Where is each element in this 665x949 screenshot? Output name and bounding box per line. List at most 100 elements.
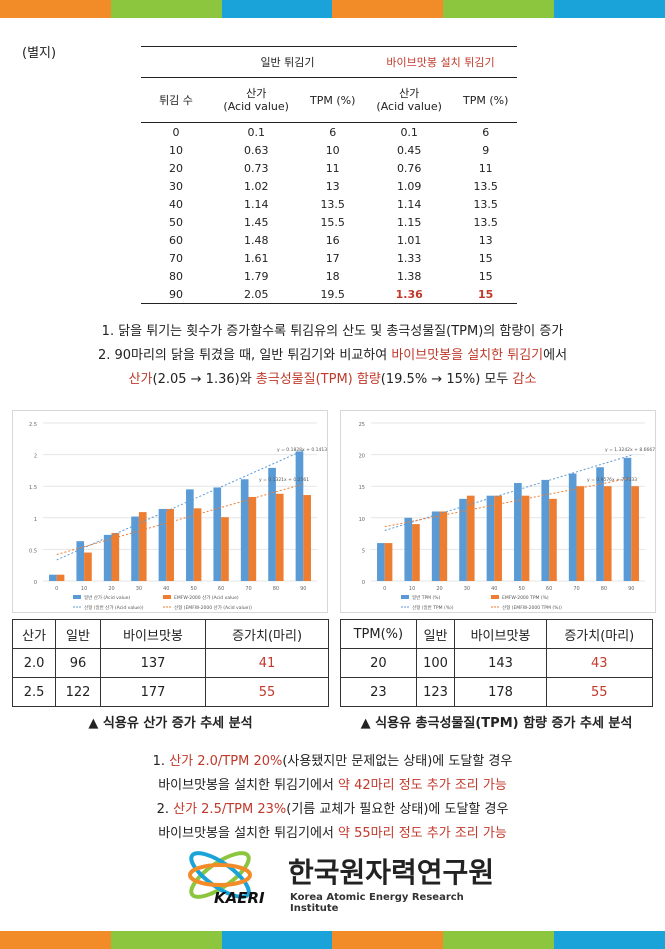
inc-cell: 143 [454, 648, 547, 678]
conclusion-line-3: 2. 산가 2.5/TPM 23%(기름 교체가 필요한 상태)에 도달할 경우 [156, 802, 509, 817]
bar-bio [221, 517, 229, 581]
caption-tpm: ▲ 식용유 총극성물질(TPM) 함량 증가 추세 분석 [360, 716, 633, 731]
tpm-increase-table: TPM(%) 일반 바이브맛봉 증가치(마리) 20 100 143 43 23 123 178 55 [340, 619, 654, 707]
y-tick-label: 2.5 [29, 422, 37, 428]
x-tick-label: 40 [491, 586, 497, 592]
inc-header-row: TPM(%) 일반 바이브맛봉 증가치(마리) [340, 619, 654, 649]
bar-general [131, 516, 139, 581]
table-cell: 1.09 [396, 179, 422, 193]
bar-bio [84, 552, 92, 581]
y-tick-label: 1.5 [29, 485, 37, 491]
conclusion-line-1: 1. 산가 2.0/TPM 20%(사용됐지만 문제없는 상태)에 도달할 경우 [152, 754, 513, 769]
bar-general [459, 498, 467, 581]
y-tick-label: 25 [359, 422, 365, 428]
table-cell: 15 [478, 269, 493, 283]
acid-value-chart: 0 0.5 1 1.5 2 2.5 0 10 20 30 40 50 60 70 80 90 y = 0.182… [12, 410, 328, 613]
table-cell: 1.14 [243, 197, 269, 211]
inc-cell: 137 [99, 648, 207, 678]
table-row: 60 1.48 16 1.01 13 [141, 231, 517, 249]
x-tick-label: 90 [300, 586, 306, 592]
bar-general [596, 467, 604, 581]
table-cell: 13.5 [320, 197, 345, 211]
bar-bio [521, 495, 530, 581]
frying-data-table: 일반 튀김기 바이브맛봉 설치 튀김기 튀김 수 산가 (Acid value) … [141, 46, 517, 304]
table-cell: 13 [478, 233, 493, 247]
table-cell: 50 [169, 215, 183, 229]
x-tick-label: 20 [436, 586, 442, 592]
trend-equation-general: y = 1.3242x + 8.6667 [605, 447, 655, 453]
inc-cell: 55 [545, 677, 654, 707]
summary-line-3: 산가(2.05 → 1.36)와 총극성물질(TPM) 함량(19.5% → 1… [128, 372, 537, 387]
inc-header-cell: 일반 [55, 619, 101, 649]
acid-value-chart-svg: 0 0.5 1 1.5 2 2.5 0 10 20 30 40 50 60 70 80 90 y = 0.182… [29, 422, 327, 611]
table-cell: 18 [325, 269, 340, 283]
y-tick-label: 20 [359, 454, 365, 460]
acid-increase-table: 산가 일반 바이브맛봉 증가치(마리) 2.0 96 137 41 2.5 122 177 55 [11, 619, 329, 707]
inc-header-cell: 산가 [11, 619, 57, 649]
bar-general [158, 508, 167, 581]
y-tick-label: 15 [359, 485, 365, 491]
x-tick-label: 80 [273, 586, 279, 592]
bar-general [377, 543, 385, 581]
conclusion-line-4: 바이브맛봉을 설치한 튀김기에서 약 55마리 정도 추가 조리 가능 [158, 826, 507, 841]
logo-abbr: KAERI [214, 889, 265, 907]
inc-header-cell: TPM(%) [340, 619, 417, 649]
bar-bio [166, 508, 174, 581]
bar-general [213, 487, 222, 581]
col-count-header: 튀김 수 [141, 77, 211, 123]
bar-general [76, 541, 85, 581]
table-cell: 1.14 [396, 197, 422, 211]
bar-general [404, 517, 413, 581]
logo-name-en: Korea Atomic Energy Research Institute [290, 892, 464, 914]
table-cell: 0.73 [243, 161, 269, 175]
inc-header-cell: 증가치(마리) [205, 619, 329, 649]
inc-row: 20 100 143 43 [340, 648, 654, 678]
inc-cell: 20 [340, 648, 417, 678]
group-bio-header: 바이브맛봉 설치 튀김기 [363, 46, 517, 78]
inc-header-cell: 바이브맛봉 [99, 619, 207, 649]
bar-bio [412, 524, 420, 581]
bar-general [186, 489, 194, 581]
table-cell: 30 [169, 179, 183, 193]
table-cell: 15 [478, 251, 493, 265]
x-tick-label: 30 [464, 586, 470, 592]
conclusion-line-2: 바이브맛봉을 설치한 튀김기에서 약 42마리 정도 추가 조리 가능 [158, 778, 507, 793]
table-cell: 0.63 [243, 143, 269, 157]
trend-line-general [56, 449, 304, 561]
table-cell: 13 [325, 179, 340, 193]
caption-acid: ▲ 식용유 산가 증가 추세 분석 [88, 716, 253, 731]
table-cell: 19.5 [301, 285, 364, 304]
table-row: 10 0.63 10 0.45 9 [141, 141, 517, 159]
inc-row: 2.5 122 177 55 [11, 677, 329, 707]
bar-bio [138, 512, 147, 581]
legend-trend-label: 선형 (일반 TPM (%)) [412, 604, 454, 611]
bottom-color-stripe [0, 931, 665, 949]
table-cell: 90 [141, 285, 211, 304]
legend-label: 일반 TPM (%) [412, 594, 441, 601]
inc-cell: 123 [415, 677, 456, 707]
tpm-chart: 0 5 10 15 20 25 0 10 20 30 40 50 60 70 80 90 y = 1.3242x… [340, 410, 656, 613]
legend-swatch [163, 595, 171, 599]
x-tick-label: 70 [573, 586, 579, 592]
bar-general [103, 534, 112, 581]
table-cell: 70 [169, 251, 183, 265]
inc-cell: 178 [454, 677, 547, 707]
table-cell: 15.5 [320, 215, 345, 229]
table-cell: 1.36 [363, 285, 455, 304]
x-tick-label: 20 [108, 586, 114, 592]
attachment-label: (별지) [22, 46, 57, 61]
bar-bio [303, 495, 311, 581]
inc-header-cell: 바이브맛봉 [454, 619, 547, 649]
legend-swatch [73, 595, 81, 599]
x-tick-label: 10 [81, 586, 87, 592]
table-cell: 1.45 [243, 215, 269, 229]
table-row: 40 1.14 13.5 1.14 13.5 [141, 195, 517, 213]
legend-label: EMFW-2000 산가 (Acid value) [174, 594, 239, 601]
table-cell: 1.15 [396, 215, 422, 229]
table-cell: 17 [325, 251, 340, 265]
trend-line-general [384, 454, 632, 531]
table-cell: 10 [169, 143, 183, 157]
inc-cell: 96 [55, 648, 101, 678]
table-cell: 1.48 [243, 233, 269, 247]
inc-row: 2.0 96 137 41 [11, 648, 329, 678]
